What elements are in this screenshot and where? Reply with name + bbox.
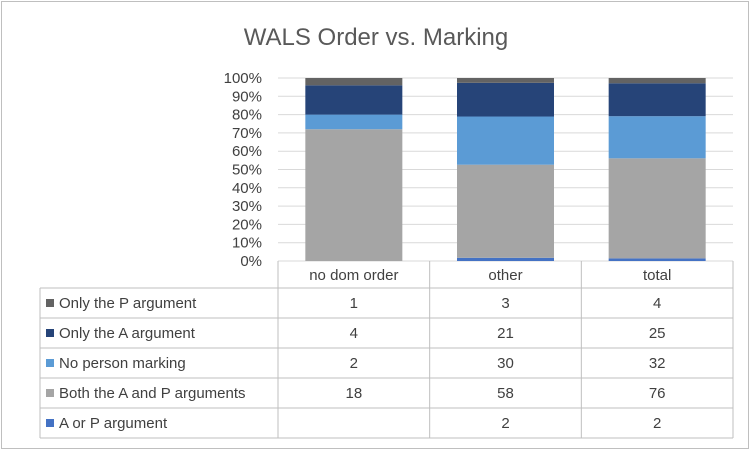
category-label: no dom order	[309, 267, 398, 284]
table-cell-value: 18	[345, 385, 362, 402]
table-cell-value: 4	[653, 295, 661, 312]
y-tick-label: 80%	[232, 107, 262, 124]
bar-segment	[305, 114, 403, 130]
y-tick-label: 40%	[232, 180, 262, 197]
bars	[305, 78, 706, 261]
legend-key	[46, 299, 54, 307]
legend-key	[46, 329, 54, 337]
bar-segment	[608, 258, 706, 261]
table-cell-value: 4	[350, 325, 358, 342]
bar-segment	[305, 85, 403, 115]
legend-key	[46, 389, 54, 397]
bar-segment	[608, 158, 706, 259]
y-tick-label: 20%	[232, 216, 262, 233]
y-tick-label: 100%	[224, 70, 262, 87]
y-tick-label: 30%	[232, 198, 262, 215]
bar-segment	[457, 82, 554, 117]
bar-segment	[305, 129, 403, 261]
category-label: other	[488, 267, 522, 284]
y-axis-tick-labels: 0%10% 20%30%40%50% 60%70%80% 90%100%	[224, 70, 262, 270]
table-cell-value: 32	[649, 355, 666, 372]
table-cell-value: 21	[497, 325, 514, 342]
series-name: Both the A and P arguments	[59, 385, 246, 402]
table-cell-value: 2	[653, 415, 661, 432]
table-cell-value: 30	[497, 355, 514, 372]
bar-segment	[457, 164, 554, 258]
table-cell-value: 25	[649, 325, 666, 342]
series-name: A or P argument	[59, 415, 168, 432]
bar-segment	[457, 78, 554, 83]
table-cell-value: 58	[497, 385, 514, 402]
legend-key	[46, 419, 54, 427]
y-tick-label: 10%	[232, 235, 262, 252]
bar-segment	[608, 116, 706, 159]
series-name: No person marking	[59, 355, 186, 372]
data-table: no dom order other total Only the P argumen…	[39, 261, 734, 439]
category-label: total	[643, 267, 671, 284]
chart-title: WALS Order vs. Marking	[244, 24, 509, 51]
bar-segment	[608, 83, 706, 117]
bar-segment	[305, 78, 403, 86]
table-cell-value: 1	[350, 295, 358, 312]
y-tick-label: 60%	[232, 143, 262, 160]
y-tick-label: 50%	[232, 162, 262, 179]
bar-segment	[457, 257, 554, 261]
legend-key	[46, 359, 54, 367]
table-cell-value: 76	[649, 385, 666, 402]
y-tick-label: 70%	[232, 125, 262, 142]
series-name: Only the P argument	[59, 295, 197, 312]
y-tick-label: 0%	[240, 253, 262, 270]
table-cell-value: 2	[501, 415, 509, 432]
table-cell-value: 2	[350, 355, 358, 372]
y-tick-label: 90%	[232, 88, 262, 105]
bar-segment	[608, 78, 706, 84]
bar-segment	[457, 116, 554, 165]
series-name: Only the A argument	[59, 325, 196, 342]
table-cell-value: 3	[501, 295, 509, 312]
